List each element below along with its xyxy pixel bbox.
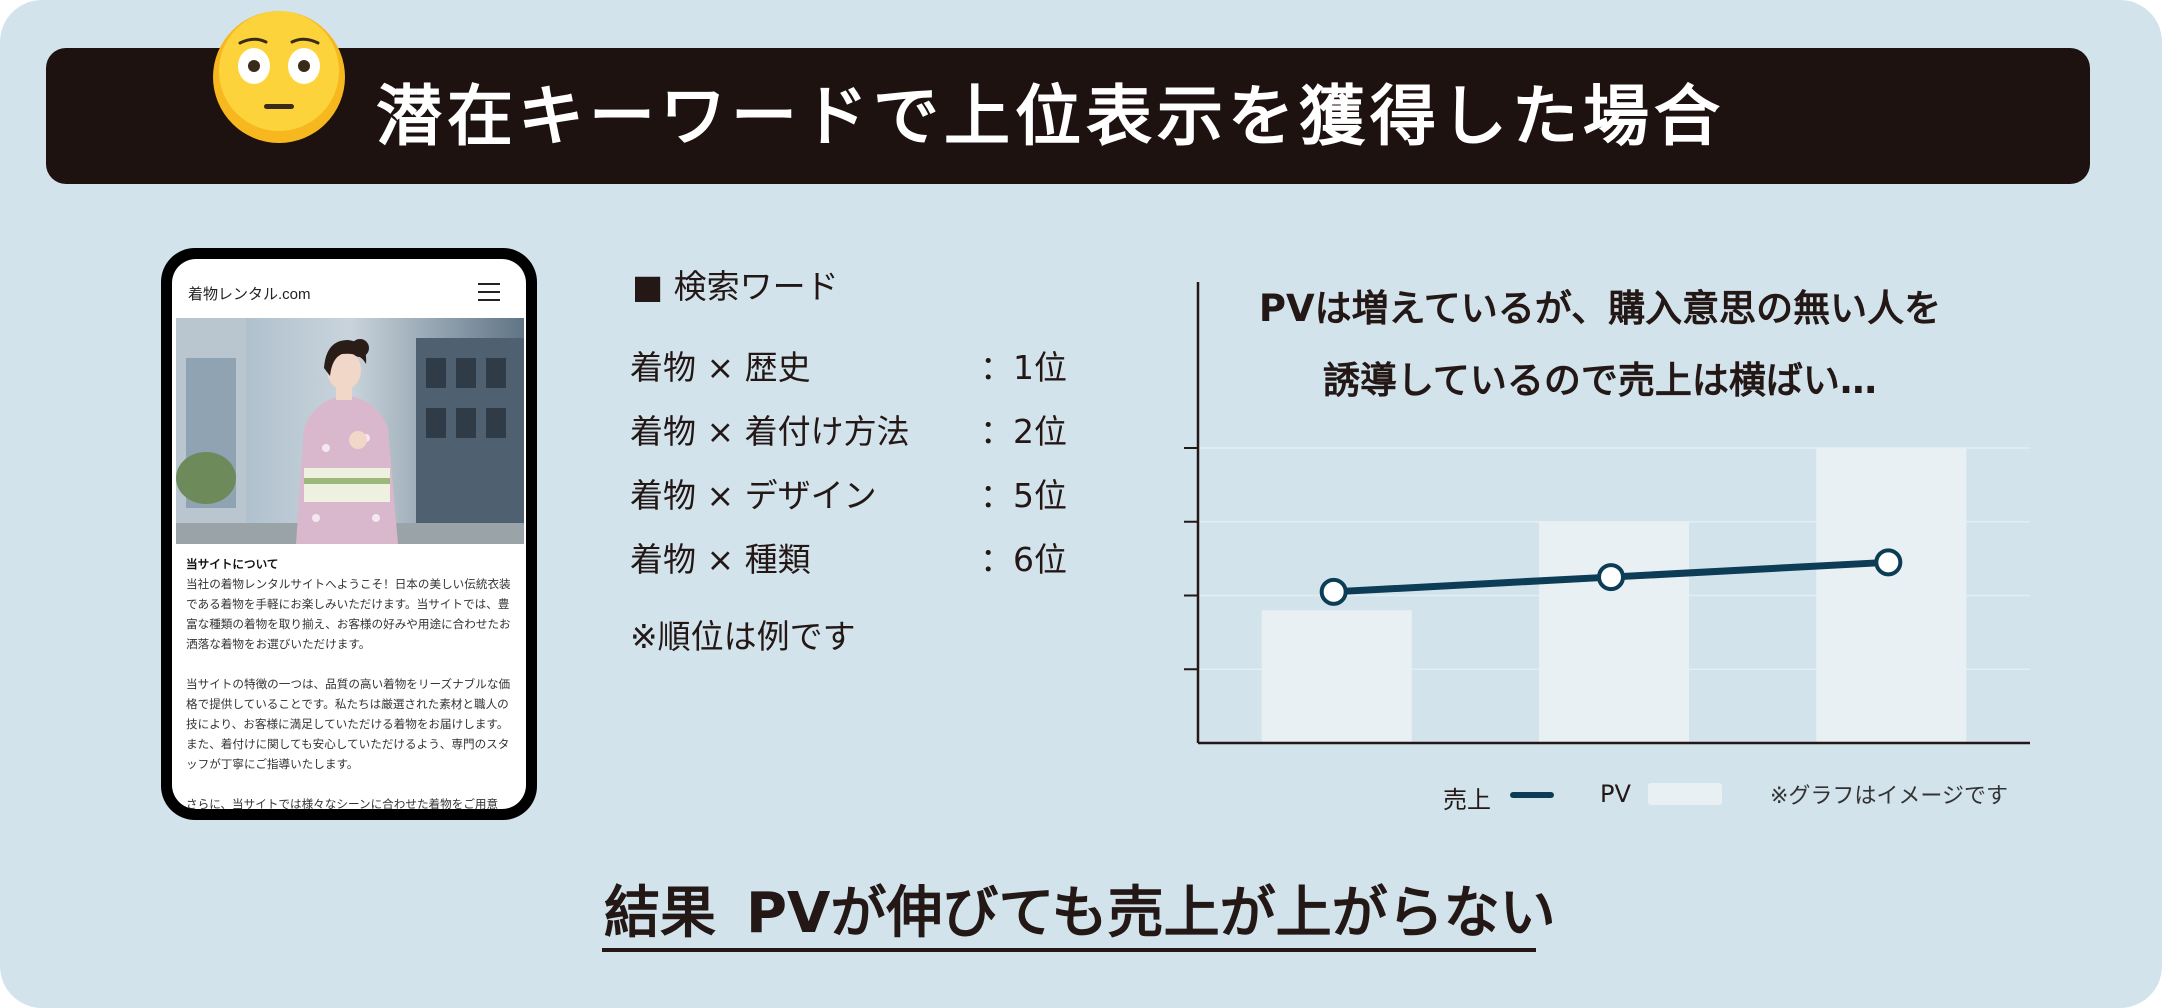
flushed-face-icon — [213, 11, 345, 143]
chart-title-line-1: PVは増えているが、購入意思の無い人を — [1258, 287, 1942, 330]
chart-note: ※グラフはイメージです — [1770, 784, 2008, 809]
result-underline — [602, 948, 1536, 952]
legend-pv-swatch — [1648, 783, 1722, 805]
sales-point — [1874, 548, 1903, 577]
article-paragraph: 当サイトの特徴の一つは、品質の高い着物をリーズナブルな価格で提供していることです… — [186, 678, 511, 771]
kimono-woman-photo — [176, 318, 524, 544]
legend-sales-label: 売上 — [1443, 786, 1491, 814]
keyword-rank: ：2位 — [980, 412, 1067, 451]
banner-title: 潜在キーワードで上位表示を獲得した場合 — [376, 77, 1725, 155]
ranking-note: ※順位は例です — [630, 617, 856, 656]
result-text: PVが伸びても売上が上がらない — [746, 881, 1556, 946]
keyword-term: 着物 × デザイン — [630, 476, 877, 515]
article-body: 当サイトについて 当社の着物レンタルサイトへようこそ！日本の美しい伝統衣装である… — [186, 555, 516, 809]
legend-pv-label: PV — [1600, 780, 1631, 808]
keyword-rank: ：6位 — [980, 540, 1067, 579]
legend-sales-swatch — [1510, 792, 1554, 798]
sales-pv-chart — [1184, 282, 2030, 745]
keyword-term: 着物 × 種類 — [630, 540, 811, 579]
pv-bar — [1261, 610, 1412, 743]
article-paragraph: 当社の着物レンタルサイトへようこそ！日本の美しい伝統衣装である着物を手軽にお楽し… — [186, 578, 511, 651]
keyword-term: 着物 × 歴史 — [630, 348, 811, 387]
keyword-rank: ：1位 — [980, 348, 1067, 387]
result-statement: 結果 PVが伸びても売上が上がらない — [604, 868, 1556, 949]
chart-title-line-2: 誘導しているので売上は横ばい… — [1323, 359, 1877, 402]
pv-bar — [1816, 448, 1967, 743]
phone-screen: 着物レンタル.com — [172, 259, 526, 809]
hamburger-menu-icon[interactable] — [478, 283, 500, 301]
article-title: 当サイトについて — [186, 558, 279, 571]
sales-point — [1597, 563, 1625, 592]
site-name[interactable]: 着物レンタル.com — [188, 286, 311, 303]
header-banner: 潜在キーワードで上位表示を獲得した場合 — [46, 48, 2090, 184]
keyword-rank: ：5位 — [980, 476, 1067, 515]
result-label: 結果 — [604, 881, 716, 946]
pv-bar — [1539, 521, 1689, 743]
keyword-term: 着物 × 着付け方法 — [630, 412, 910, 451]
article-paragraph: さらに、当サイトでは様々なシーンに合わせた着物をご用意 — [186, 798, 499, 809]
smartphone-mockup: 着物レンタル.com — [161, 248, 537, 820]
keyword-heading: ■ 検索ワード — [632, 267, 839, 306]
sales-point — [1319, 577, 1348, 606]
